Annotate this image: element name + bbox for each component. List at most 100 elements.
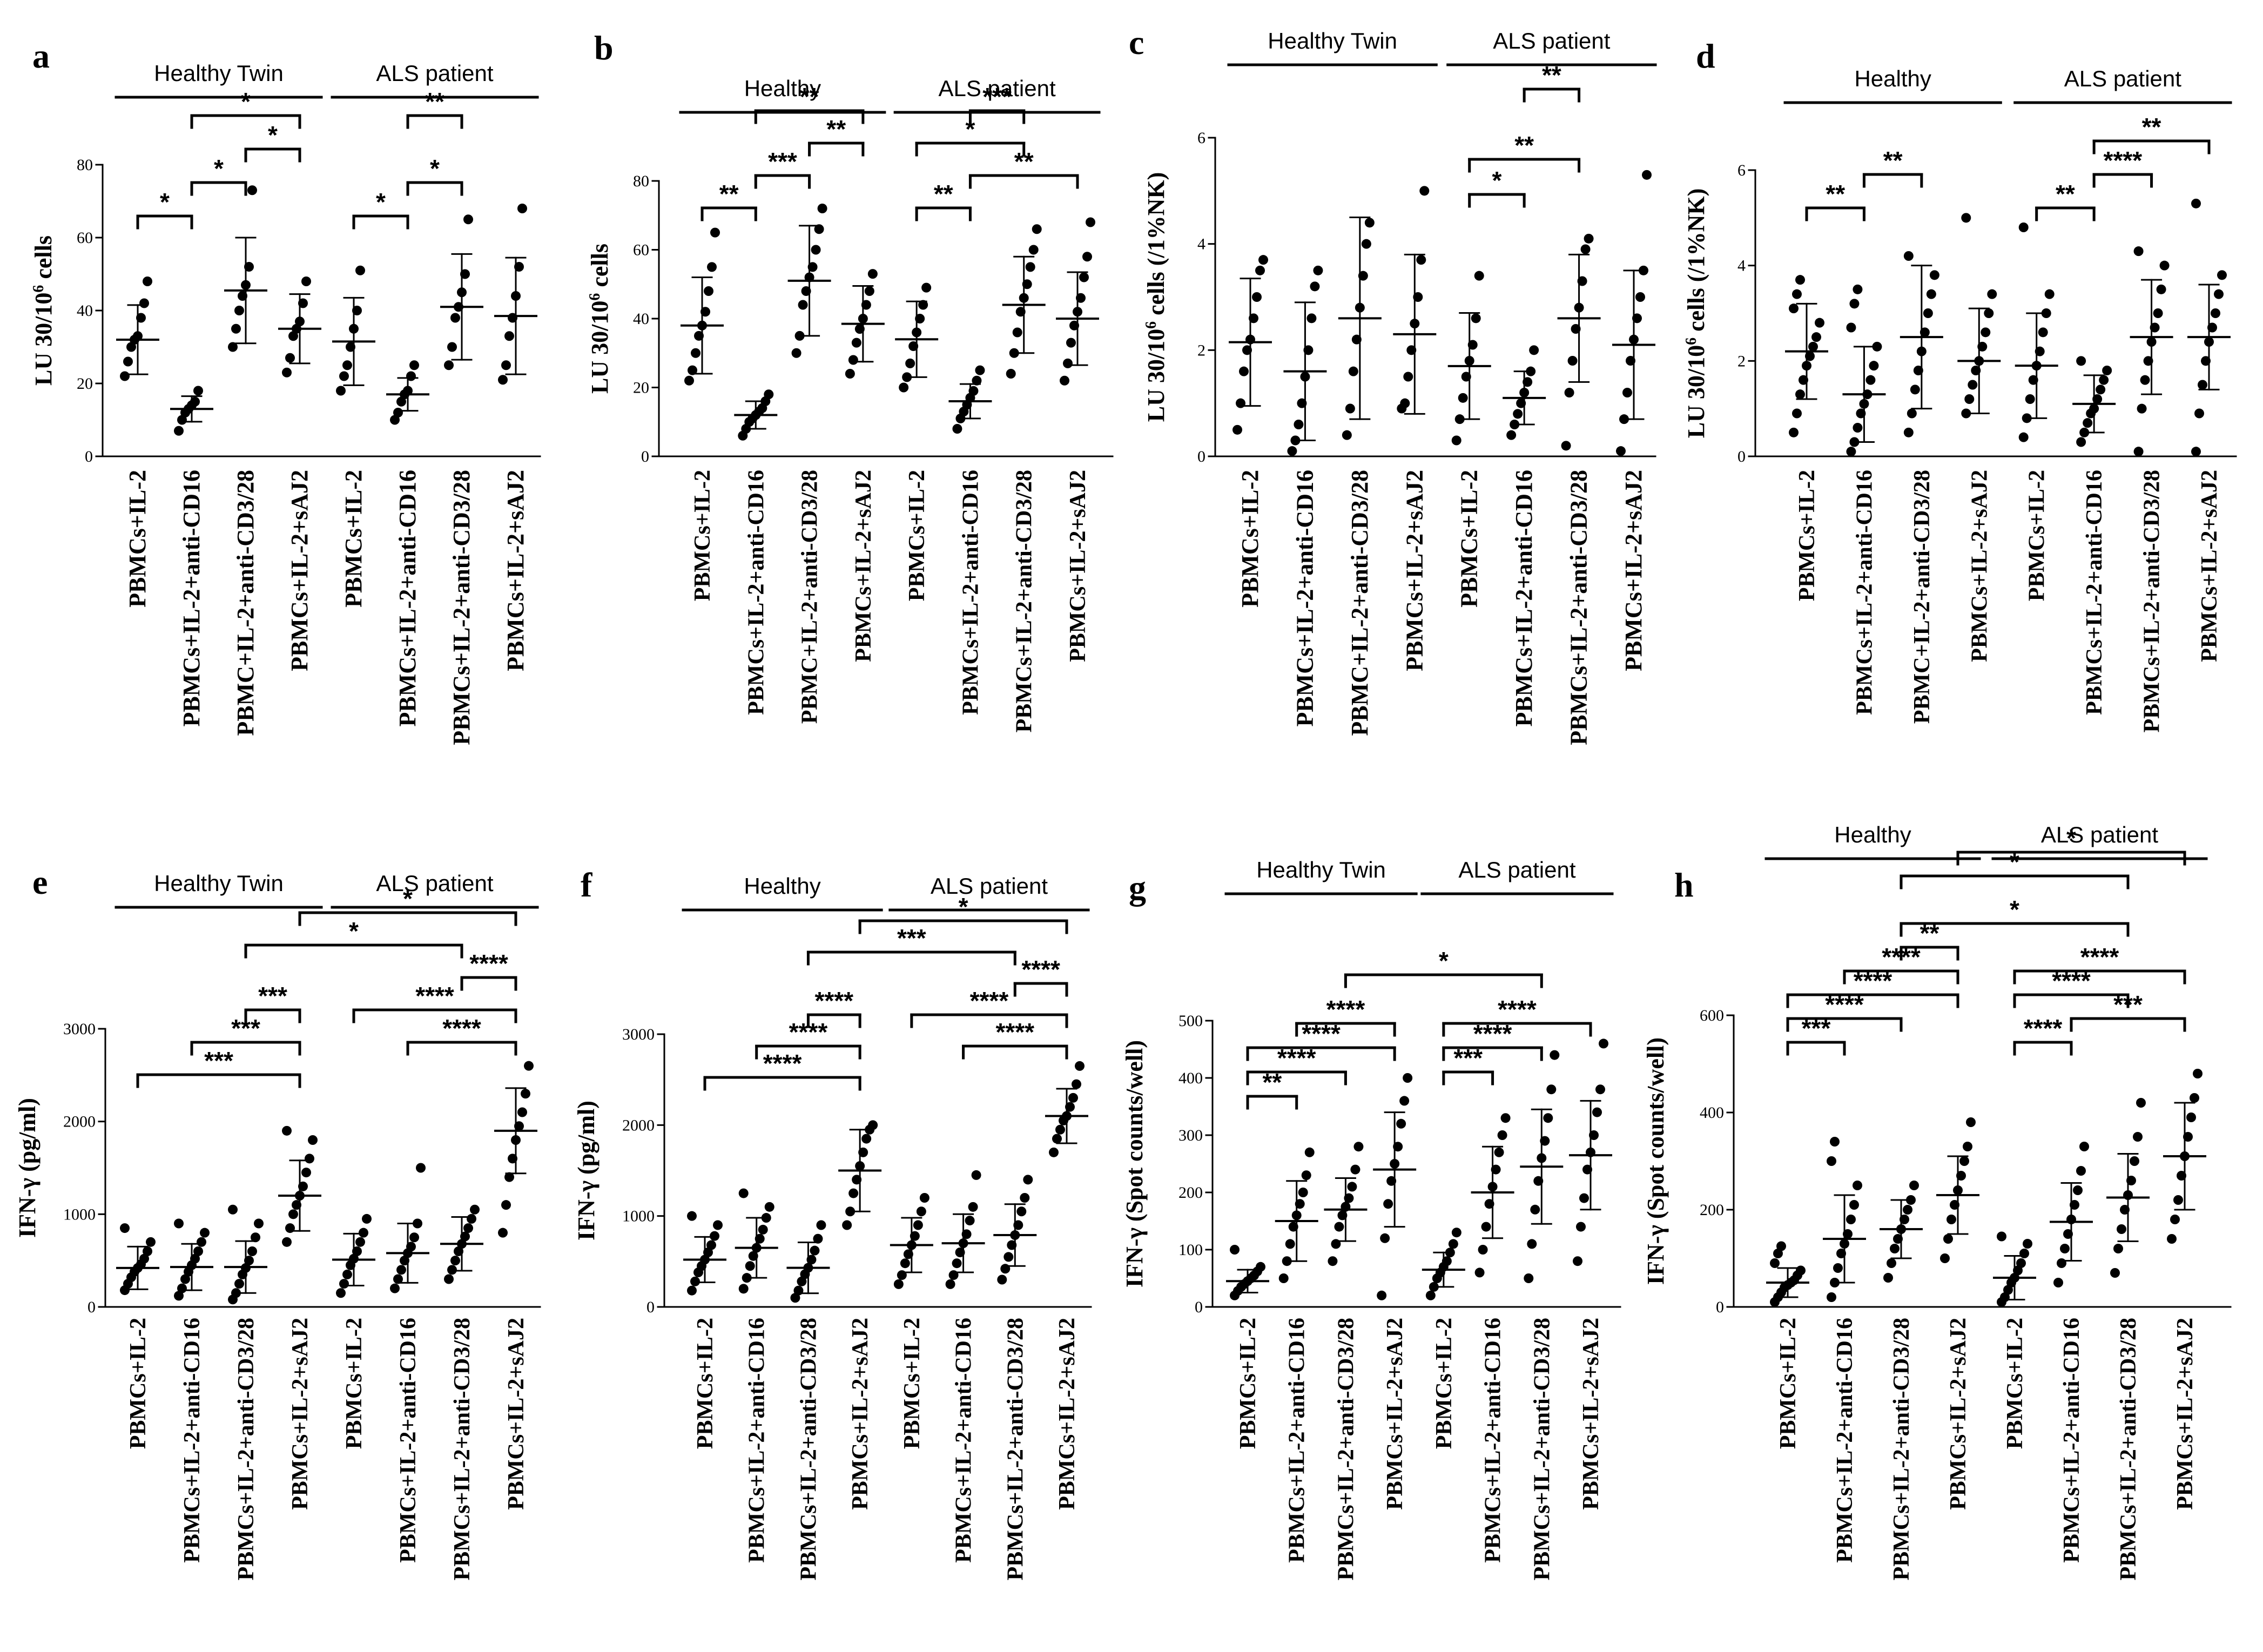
data-point [2117,1224,2126,1234]
y-tick-label: 6 [1737,161,1746,179]
y-tick-label: 0 [1716,1298,1724,1316]
significance-label: * [241,87,251,116]
significance-label: * [959,893,968,921]
data-point [971,1170,981,1180]
data-point [416,1163,426,1173]
data-point [1012,327,1022,338]
data-point [1770,1258,1780,1268]
data-point [501,1200,511,1210]
significance-label: ** [425,87,444,116]
y-tick-label: 2 [1197,341,1205,359]
data-point [1298,1188,1308,1197]
data-point [2025,394,2035,404]
data-point [524,1061,534,1071]
significance-label: ** [934,180,953,208]
x-category-label: PBMCs+IL-2+sAJ2 [1055,1318,1080,1510]
data-point [707,262,717,272]
y-tick-label: 200 [1700,1201,1724,1219]
x-category-label: PBMCs+IL-2+anti-CD16 [1852,470,1877,715]
y-tick-label: 0 [85,448,93,466]
data-point [1792,289,1802,299]
data-point [234,306,244,315]
data-point [913,1220,923,1230]
data-point [463,214,473,225]
data-point [997,1275,1007,1285]
x-category-label: PBMCs+IL-2+anti-CD16 [394,470,421,726]
data-point [848,355,858,365]
x-category-label: PBMCs+IL-2+sAJ2 [851,470,876,662]
data-point [1023,1175,1033,1185]
significance-label: **** [970,987,1009,1015]
data-point [2038,327,2048,338]
data-point [1063,358,1073,368]
x-category-label: PBMCs+IL-2+anti-CD16 [1511,470,1537,726]
data-point [339,1279,349,1289]
significance-label: **** [2024,1014,2063,1042]
data-point [965,1216,975,1226]
data-point [251,1232,260,1243]
data-point [811,245,821,255]
data-point [1350,1164,1361,1175]
data-point [2133,246,2144,257]
y-tick-label: 20 [633,379,649,397]
data-point [905,358,915,368]
data-point [228,342,238,352]
data-point [814,224,824,234]
data-point [120,371,130,381]
data-point [1795,389,1805,400]
data-point [2016,1258,2026,1268]
y-axis-label-part: cells [587,244,613,293]
data-point [1846,322,1856,333]
x-category-label: PBMCs+IL-2+sAJ2 [502,470,529,671]
data-point [790,1293,800,1303]
significance-label: ** [2142,113,2161,141]
data-point [1451,1228,1461,1238]
significance-label: *** [258,982,287,1010]
significance-label: **** [415,982,454,1010]
x-category-label: PBMCs+IL-2+anti-CD16 [1481,1318,1506,1563]
data-point [2159,260,2170,271]
data-point [1929,270,1939,280]
data-point [2057,1258,2066,1268]
data-point [1471,313,1481,323]
x-category-label: PBMCs+IL-2+anti-CD3/28 [1333,1318,1358,1581]
data-point [2170,1215,2180,1224]
y-axis-label: IFN-γ (pg/ml) [14,1098,41,1238]
y-tick-label: 60 [77,229,93,247]
data-point [1592,1107,1602,1117]
data-point [1997,1231,2006,1242]
data-point [2096,385,2106,395]
data-point [1984,308,1994,318]
data-point [396,1265,406,1275]
data-point [1789,427,1799,437]
data-point [864,286,874,296]
data-point [1345,403,1355,414]
data-point [1377,1290,1387,1300]
group-label: ALS patient [376,871,493,896]
data-point [713,1220,723,1230]
significance-label: * [214,154,224,183]
data-point [1513,409,1523,419]
data-point [1849,299,1860,309]
significance-label: * [2010,848,2019,876]
significance-label: * [160,188,170,216]
data-point [498,375,508,385]
y-axis-label-part: cells (/1%NK) [1683,188,1709,338]
data-point [2076,437,2086,447]
data-point [1285,1239,1295,1249]
y-tick-label: 100 [1178,1241,1203,1259]
y-tick-label: 3000 [63,1020,96,1038]
data-point [710,1231,719,1241]
x-category-label: PBMCs+IL-2+sAJ2 [1579,1318,1604,1510]
x-category-label: PBMCs+IL-2+sAJ2 [2197,470,2222,662]
data-point [1380,1233,1390,1243]
significance-label: *** [982,83,1012,111]
x-category-label: PBMCs+IL-2+anti-CD16 [2059,1318,2084,1563]
significance-label: **** [995,1018,1034,1046]
data-point [1530,1204,1540,1215]
data-point [1060,375,1069,386]
data-point [1635,292,1645,302]
data-point [1334,1222,1344,1232]
